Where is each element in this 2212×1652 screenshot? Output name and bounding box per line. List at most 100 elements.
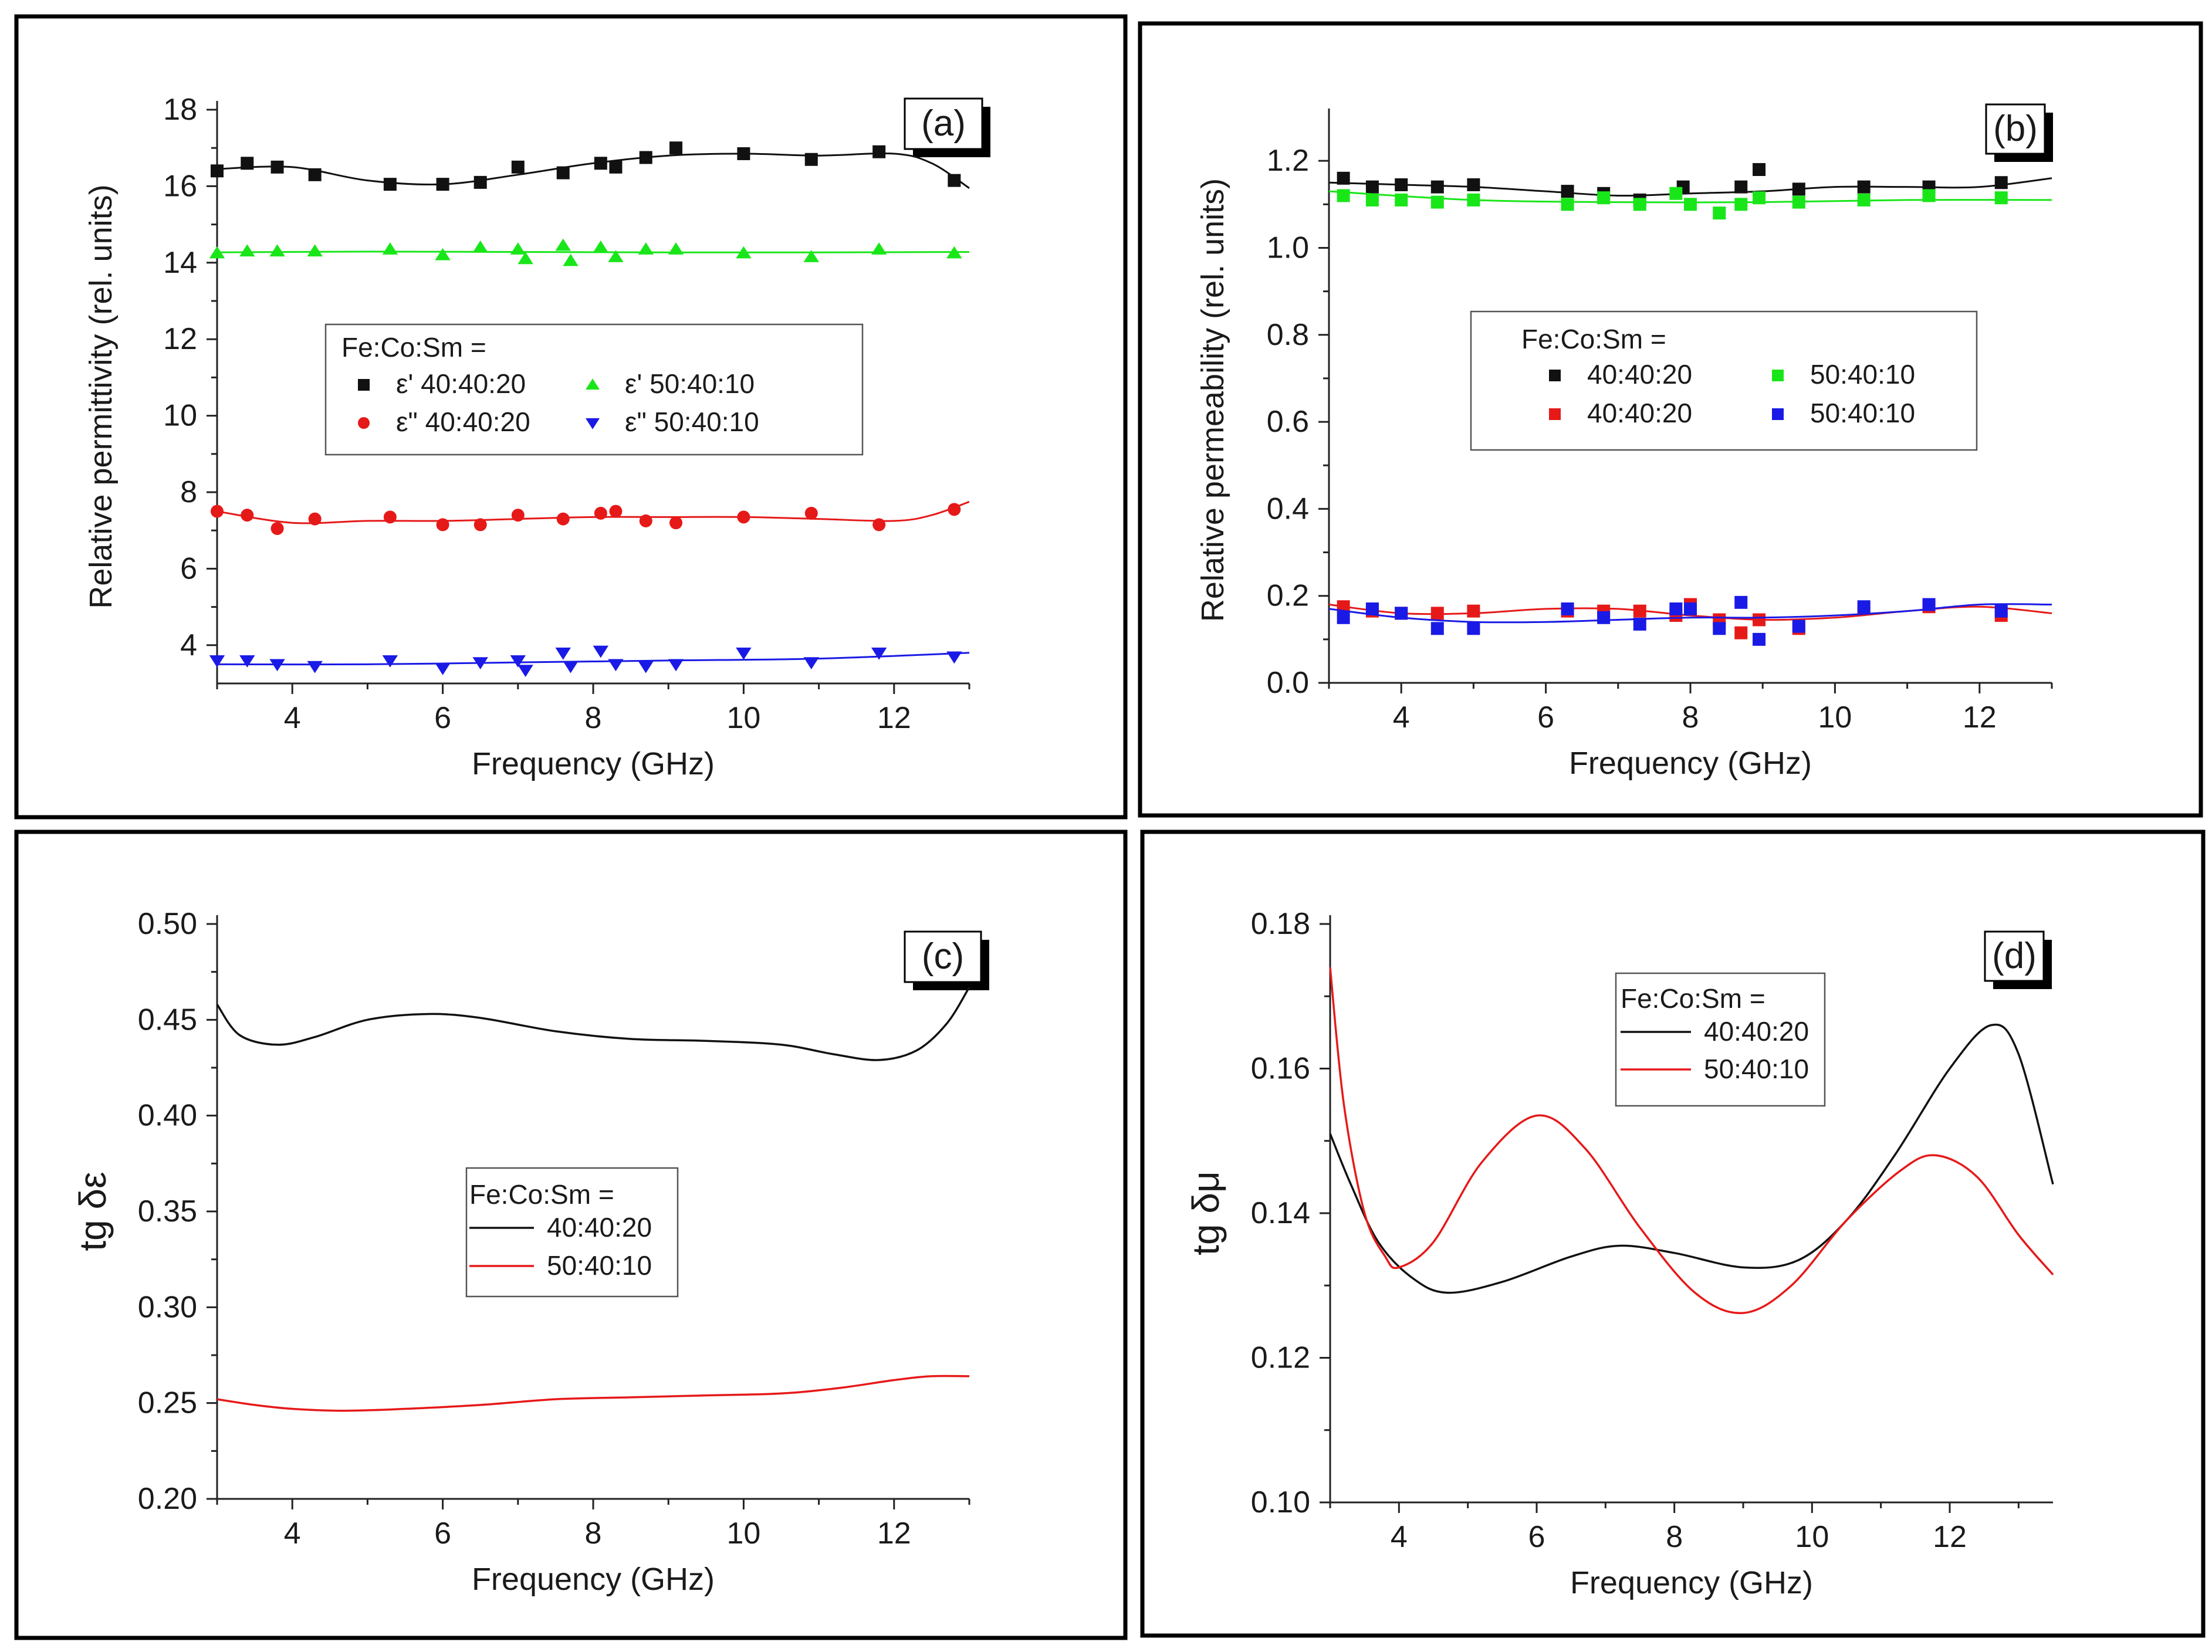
data-point [609,505,623,518]
panel-d: 0.10 0.12 0.14 0.16 0.18 4 6 8 10 12 Frequency (GH… [1140,830,2206,1638]
data-point [1857,193,1871,206]
data-point [1734,180,1748,194]
data-point [593,645,609,658]
data-point [239,244,255,257]
data-point [1753,163,1766,176]
y-tick-label: 4 [180,628,197,662]
series-1 [211,141,970,191]
data-point [307,244,323,257]
data-point [1561,602,1574,615]
x-axis-title: Frequency (GHz) [472,1562,715,1597]
y-tick-label: 14 [163,246,197,280]
y-tick-label: 16 [163,169,197,203]
panel-label: (a) [921,103,966,144]
x-tick-label: 12 [1933,1520,1967,1554]
y-tick-label: 0.20 [138,1482,197,1516]
data-point [1857,180,1871,194]
series-line [217,1375,970,1412]
data-point [1922,189,1936,202]
x-tick-label: 12 [877,1516,911,1551]
data-point [594,157,607,170]
data-point [804,153,818,166]
data-point [872,145,886,158]
data-point [383,178,397,191]
data-point [1337,611,1350,624]
data-point [556,512,570,526]
x-axis-title: Frequency (GHz) [472,746,715,781]
data-point [382,242,398,255]
data-point [1792,182,1805,196]
data-point [639,514,652,527]
data-point [948,174,961,187]
x-tick-label: 8 [585,1516,602,1551]
y-tick-label: 18 [163,93,197,127]
data-point [563,661,579,673]
legend-label: 50:40:10 [1810,359,1915,390]
y-tick-label: 0.25 [138,1386,197,1420]
legend-title: Fe:Co:Sm = [469,1179,614,1210]
legend-title: Fe:Co:Sm = [341,332,486,363]
data-point [472,657,488,670]
data-point [518,252,533,265]
data-point [639,151,652,164]
data-point [1395,607,1408,620]
legend-title: Fe:Co:Sm = [1621,983,1765,1014]
x-tick-label: 12 [1963,700,1997,734]
data-point [308,512,322,526]
y-axis-title: tg δε [72,1172,114,1251]
data-point [638,661,654,673]
panel-label-box [1985,103,2046,155]
panel-border [1140,830,2206,1638]
x-tick-label: 8 [1666,1520,1683,1554]
y-tick-label: 0.40 [138,1099,197,1133]
data-point [1734,626,1748,639]
panel-a: 4 6 8 10 12 14 16 18 4 6 8 10 12 Frequency (GHz) Relat… [14,14,1128,820]
data-point [269,244,285,257]
data-point [1753,632,1766,646]
data-point [1792,195,1805,209]
data-point [563,253,579,266]
data-point [473,175,487,189]
data-point [1561,185,1574,198]
data-point [669,516,683,530]
data-point [1430,622,1444,635]
y-tick-label: 1.0 [1267,231,1309,265]
data-point [269,659,285,672]
data-point [871,647,887,660]
series-line [1329,967,2054,1315]
data-point [736,246,752,259]
y-axis-title: tg δμ [1185,1171,1227,1255]
legend-label: ε' 40:40:20 [396,368,526,399]
y-tick-label: 0.16 [1251,1052,1310,1086]
data-point [1337,171,1350,185]
data-point [669,141,683,155]
panel-label: (c) [922,936,964,977]
y-tick-label: 0.0 [1267,666,1309,700]
data-point [1430,180,1444,194]
series-2 [217,1375,970,1412]
data-point [1597,611,1611,624]
data-point [1467,178,1480,191]
y-axis-title: Relative permeability (rel. units) [1195,178,1230,622]
fit-line [217,500,970,524]
data-point [946,651,962,664]
legend-marker [1549,408,1561,420]
legend-marker [586,418,600,429]
data-point [472,240,488,253]
legend-title: Fe:Co:Sm = [1521,324,1666,354]
data-point [1365,193,1379,206]
panel-label: (b) [1993,109,2038,149]
y-tick-label: 0.10 [1251,1485,1310,1519]
legend-label: 40:40:20 [1704,1016,1809,1047]
x-tick-label: 4 [1393,700,1410,734]
y-tick-label: 0.2 [1267,579,1309,613]
y-tick-label: 0.12 [1251,1341,1310,1375]
data-point [1395,178,1408,191]
data-point [511,160,525,174]
legend-label: 40:40:20 [1587,398,1692,428]
data-point [555,647,571,660]
y-tick-label: 8 [180,475,197,509]
data-point [1561,198,1574,211]
data-point [1734,595,1748,609]
data-point [518,665,533,678]
